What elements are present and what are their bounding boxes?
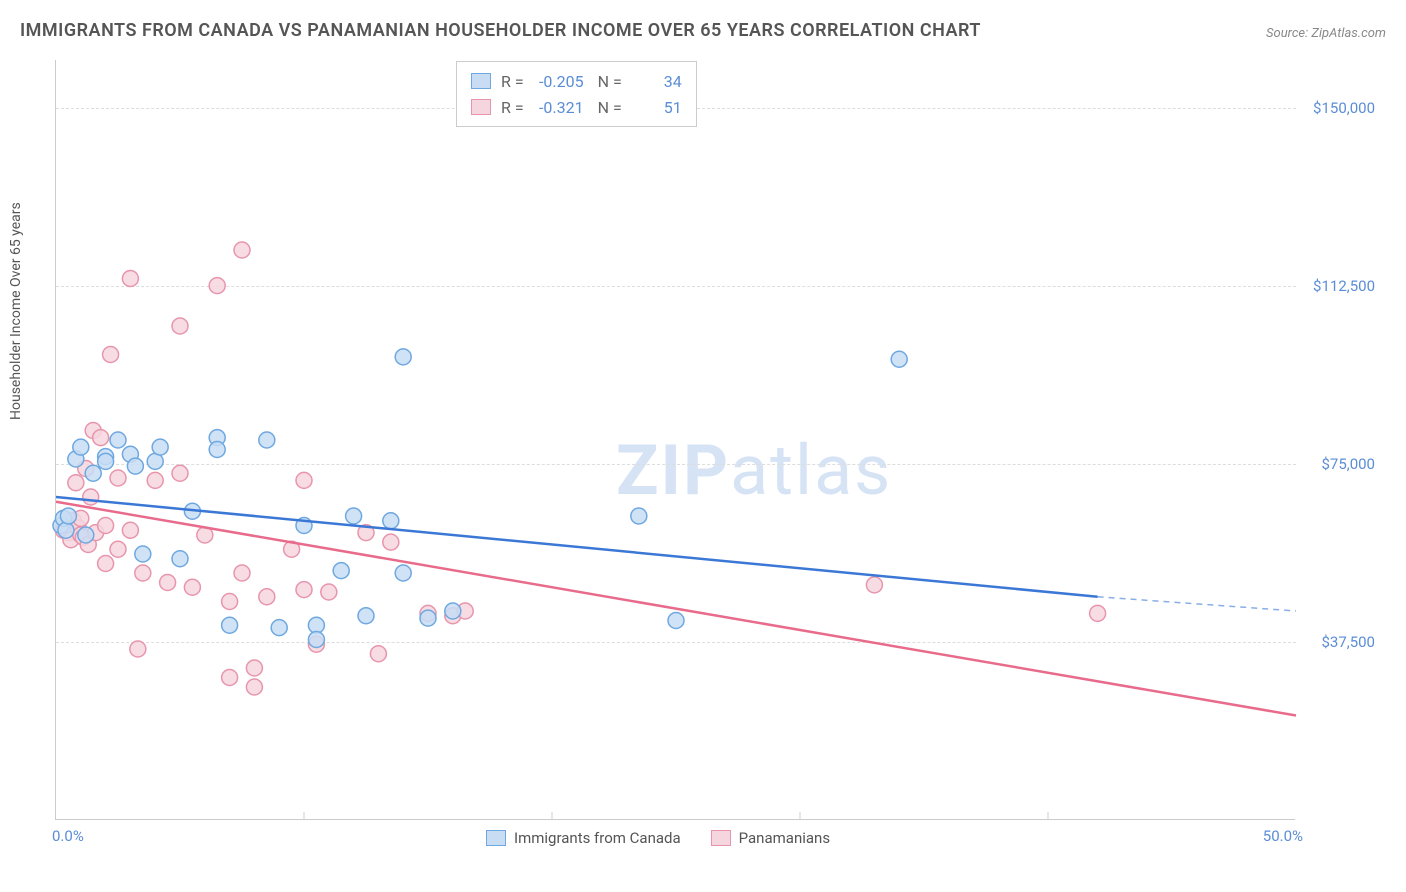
stats-row-panama: R = -0.321 N = 51 [471, 94, 682, 120]
stat-r-panama: -0.321 [534, 98, 584, 117]
plot-area: ZIPatlas $37,500$75,000$112,500$150,000 … [55, 60, 1295, 820]
x-tick-max: 50.0% [1263, 827, 1303, 845]
bottom-legend: Immigrants from Canada Panamanians [486, 829, 830, 847]
stat-r-label: R = [501, 72, 524, 91]
swatch-panama-2 [711, 830, 731, 846]
plot-svg [56, 60, 1296, 820]
chart-source: Source: ZipAtlas.com [1266, 26, 1386, 41]
stat-n-label-2: N = [594, 98, 622, 117]
swatch-canada [471, 73, 491, 89]
stat-n-panama: 51 [632, 98, 682, 117]
chart-container: IMMIGRANTS FROM CANADA VS PANAMANIAN HOU… [0, 0, 1406, 892]
legend-item-canada: Immigrants from Canada [486, 829, 681, 847]
y-axis-label: Householder Income Over 65 years [8, 202, 24, 420]
legend-item-panama: Panamanians [711, 829, 830, 847]
x-tick-min: 0.0% [52, 827, 84, 845]
stat-n-canada: 34 [632, 72, 682, 91]
legend-label-panama: Panamanians [739, 829, 830, 847]
stat-r-canada: -0.205 [534, 72, 584, 91]
legend-label-canada: Immigrants from Canada [514, 829, 681, 847]
stat-r-label-2: R = [501, 98, 524, 117]
y-tick-label: $150,000 [1300, 99, 1375, 117]
swatch-panama [471, 99, 491, 115]
swatch-canada-2 [486, 830, 506, 846]
y-tick-label: $112,500 [1300, 277, 1375, 295]
y-tick-label: $75,000 [1300, 455, 1375, 473]
y-tick-label: $37,500 [1300, 633, 1375, 651]
stat-n-label: N = [594, 72, 622, 91]
stats-legend-box: R = -0.205 N = 34 R = -0.321 N = 51 [456, 61, 697, 127]
chart-title: IMMIGRANTS FROM CANADA VS PANAMANIAN HOU… [20, 20, 981, 41]
stats-row-canada: R = -0.205 N = 34 [471, 68, 682, 94]
